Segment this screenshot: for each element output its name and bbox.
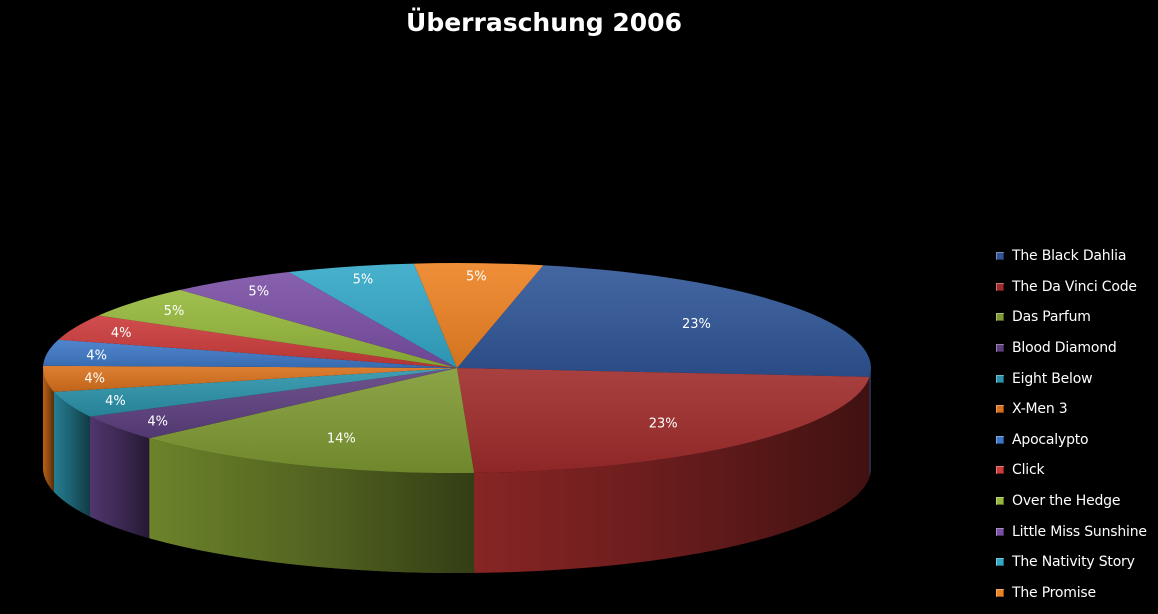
legend: The Black Dahlia The Da Vinci Code Das Par… — [996, 241, 1156, 608]
legend-swatch — [996, 252, 1004, 261]
legend-label: The Nativity Story — [1012, 554, 1135, 571]
legend-label: Little Miss Sunshine — [1012, 523, 1147, 540]
slice-data-label: 23% — [682, 317, 711, 332]
pie-slice-0 — [457, 265, 871, 377]
legend-swatch — [996, 405, 1004, 414]
legend-swatch — [996, 435, 1004, 444]
legend-item: Click — [996, 455, 1156, 486]
legend-label: Blood Diamond — [1012, 340, 1117, 357]
legend-label: The Promise — [1012, 584, 1096, 601]
legend-item: X-Men 3 — [996, 394, 1156, 425]
slice-data-label: 23% — [649, 417, 678, 432]
legend-swatch — [996, 588, 1004, 597]
legend-swatch — [996, 466, 1004, 475]
pie-slice-4 — [53, 368, 458, 417]
legend-swatch — [996, 344, 1004, 353]
pie-slice-5 — [43, 365, 458, 392]
pie-slice-11 — [413, 263, 544, 368]
pie-slice-3 — [90, 368, 457, 439]
legend-label: Apocalypto — [1012, 431, 1089, 448]
pie-side-1 — [474, 376, 870, 573]
legend-item: Eight Below — [996, 363, 1156, 394]
legend-swatch — [996, 527, 1004, 536]
slice-data-label: 4% — [105, 394, 126, 409]
legend-item: Das Parfum — [996, 302, 1156, 333]
legend-swatch — [996, 497, 1004, 506]
pie-slice-1 — [457, 368, 870, 473]
legend-label: The Black Dahlia — [1012, 248, 1127, 265]
legend-item: The Black Dahlia — [996, 241, 1156, 272]
legend-swatch — [996, 313, 1004, 322]
legend-label: The Da Vinci Code — [1012, 278, 1137, 295]
slice-data-label: 5% — [248, 284, 269, 299]
pie-slice-7 — [58, 315, 457, 368]
legend-swatch — [996, 374, 1004, 383]
pie-side-0 — [869, 368, 871, 477]
legend-item: The Promise — [996, 578, 1156, 609]
legend-label: Das Parfum — [1012, 309, 1091, 326]
legend-swatch — [996, 558, 1004, 567]
legend-swatch — [996, 282, 1004, 291]
pie-side-5 — [43, 368, 54, 492]
slice-data-label: 4% — [86, 348, 107, 363]
legend-item: Apocalypto — [996, 425, 1156, 456]
slice-data-label: 14% — [327, 432, 356, 447]
pie-slice-8 — [98, 289, 458, 368]
pie-side-4 — [53, 391, 91, 517]
pie-slice-9 — [180, 272, 458, 368]
pie-slice-2 — [149, 368, 475, 473]
pie-slice-10 — [288, 263, 457, 368]
pie-side-3 — [90, 416, 150, 539]
legend-item: Blood Diamond — [996, 333, 1156, 364]
legend-label: Eight Below — [1012, 370, 1093, 387]
legend-label: Over the Hedge — [1012, 493, 1121, 510]
chart-title: Überraschung 2006 — [406, 8, 682, 37]
pie-slice-6 — [43, 339, 457, 368]
slice-data-label: 4% — [84, 372, 105, 387]
legend-label: X-Men 3 — [1012, 401, 1068, 418]
legend-item: Little Miss Sunshine — [996, 516, 1156, 547]
legend-item: The Da Vinci Code — [996, 272, 1156, 303]
pie-side-2 — [149, 438, 475, 573]
legend-label: Click — [1012, 462, 1045, 479]
legend-item: Over the Hedge — [996, 486, 1156, 517]
slice-data-label: 5% — [353, 273, 374, 288]
slice-data-label: 5% — [164, 304, 185, 319]
slice-data-label: 5% — [466, 270, 487, 285]
slice-data-label: 4% — [147, 415, 168, 430]
slice-data-label: 4% — [111, 326, 132, 341]
legend-item: The Nativity Story — [996, 547, 1156, 578]
